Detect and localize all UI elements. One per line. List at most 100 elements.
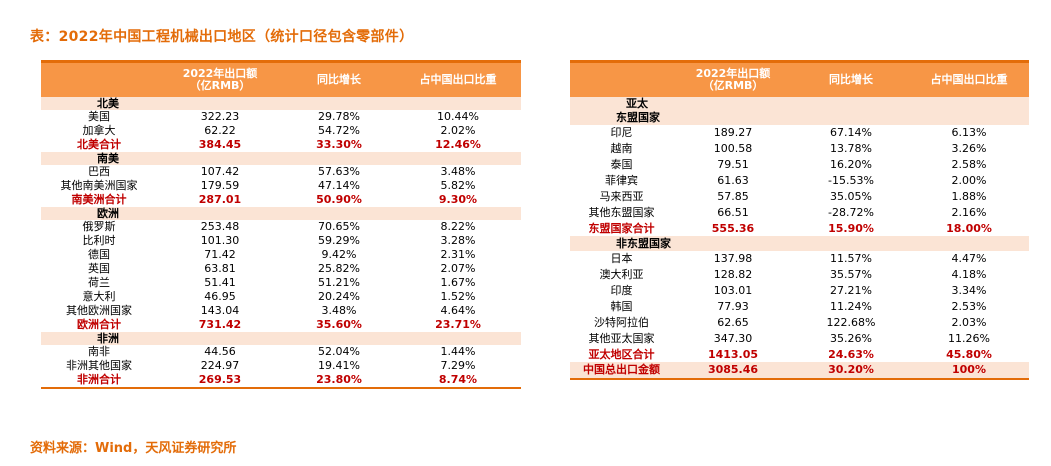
region-header-row: 非洲 [41, 332, 521, 345]
region-row-fill [673, 97, 1029, 110]
subtotal-row: 欧洲合计 731.42 35.60% 23.71% [41, 318, 521, 332]
share-cell: 2.58% [951, 158, 987, 171]
subtotal-row: 亚太地区合计 1413.05 24.63% 45.80% [570, 347, 1029, 362]
header-value-line1: 2022年出口额 [695, 67, 771, 80]
share-cell: 8.22% [440, 220, 476, 233]
header-export-value: 2022年出口额 （亿RMB） [157, 63, 283, 97]
export-value-cell: 322.23 [200, 110, 240, 123]
share-cell: 3.48% [440, 165, 476, 178]
growth-cell: 24.63% [828, 347, 874, 361]
country-name: 南非 [88, 345, 110, 358]
growth-cell: 9.42% [321, 248, 357, 261]
export-value-cell: 287.01 [198, 193, 242, 206]
growth-cell: 11.24% [830, 300, 872, 313]
table-row: 印尼 189.27 67.14% 6.13% [570, 125, 1029, 141]
country-name: 加拿大 [82, 124, 116, 137]
growth-cell: 35.05% [830, 190, 872, 203]
country-name: 泰国 [610, 158, 633, 171]
country-name: 巴西 [88, 165, 110, 178]
table-header: 2022年出口额 （亿RMB） 同比增长 占中国出口比重 [41, 63, 521, 97]
bottom-rule-cell [41, 387, 521, 389]
country-name: 比利时 [82, 234, 116, 247]
share-cell: 10.44% [437, 110, 479, 123]
share-cell: 2.02% [440, 124, 476, 137]
region-name: 东盟国家 [570, 110, 673, 125]
export-value-cell: 269.53 [198, 373, 242, 386]
share-cell: 1.67% [440, 276, 476, 289]
export-value-cell: 63.81 [204, 262, 236, 275]
header-value-line2: （亿RMB） [189, 79, 251, 92]
export-value-cell: 143.04 [200, 304, 240, 317]
growth-cell: 25.82% [318, 262, 360, 275]
country-name: 马来西亚 [599, 190, 644, 203]
country-name: 印尼 [610, 126, 633, 139]
country-name: 非洲合计 [77, 373, 121, 386]
region-name: 南美 [41, 152, 157, 165]
country-name: 北美合计 [77, 138, 121, 151]
region-header-row: 亚太 [570, 97, 1029, 110]
export-value-cell: 62.65 [717, 316, 749, 329]
growth-cell: 54.72% [318, 124, 360, 137]
table-row: 比利时 101.30 59.29% 3.28% [41, 234, 521, 248]
growth-cell: 35.26% [830, 332, 872, 345]
share-cell: 7.29% [440, 359, 476, 372]
table-header: 2022年出口额 （亿RMB） 同比增长 占中国出口比重 [570, 63, 1029, 97]
growth-cell: 35.60% [316, 318, 362, 331]
export-value-cell: 384.45 [198, 138, 242, 151]
country-name: 南美洲合计 [71, 193, 127, 206]
table-row: 菲律宾 61.63 -15.53% 2.00% [570, 173, 1029, 189]
growth-cell: 29.78% [318, 110, 360, 123]
growth-cell: 16.20% [830, 158, 872, 171]
export-value-cell: 3085.46 [673, 362, 793, 378]
region-name: 非东盟国家 [570, 236, 673, 251]
country-name: 越南 [610, 142, 633, 155]
share-cell: 12.46% [435, 138, 481, 151]
page-title: 表：2022年中国工程机械出口地区（统计口径包含零部件） [30, 29, 414, 45]
share-cell: 3.26% [951, 142, 987, 155]
region-name: 欧洲 [41, 207, 157, 220]
growth-cell: 51.21% [318, 276, 360, 289]
subtotal-row: 非洲合计 269.53 23.80% 8.74% [41, 373, 521, 387]
table-row: 德国 71.42 9.42% 2.31% [41, 248, 521, 262]
growth-cell: 33.30% [316, 138, 362, 151]
table-row: 日本 137.98 11.57% 4.47% [570, 251, 1029, 267]
header-growth: 同比增长 [283, 63, 395, 97]
country-name: 澳大利亚 [599, 268, 644, 281]
table-row: 美国 322.23 29.78% 10.44% [41, 110, 521, 124]
share-cell: 2.07% [440, 262, 476, 275]
country-name: 欧洲合计 [77, 318, 121, 331]
country-name: 其他南美洲国家 [60, 179, 138, 192]
table-row: 其他欧洲国家 143.04 3.48% 4.64% [41, 304, 521, 318]
export-value-cell: 77.93 [717, 300, 749, 313]
table-row: 泰国 79.51 16.20% 2.58% [570, 157, 1029, 173]
share-cell: 2.03% [951, 316, 987, 329]
country-name: 中国总出口金额 [570, 362, 673, 378]
grand-total-row: 中国总出口金额 3085.46 30.20% 100% [570, 362, 1029, 378]
country-name: 东盟国家合计 [588, 221, 655, 235]
region-name: 北美 [41, 97, 157, 110]
region-header-row: 南美 [41, 152, 521, 165]
share-cell: 100% [909, 362, 1029, 378]
growth-cell: 23.80% [316, 373, 362, 386]
table-row: 俄罗斯 253.48 70.65% 8.22% [41, 220, 521, 234]
subregion-header-row: 东盟国家 [570, 110, 1029, 125]
share-cell: 4.18% [951, 268, 987, 281]
region-row-fill [157, 97, 521, 110]
region-header-row: 北美 [41, 97, 521, 110]
region-name: 非洲 [41, 332, 157, 345]
share-cell: 2.31% [440, 248, 476, 261]
export-value-cell: 1413.05 [707, 347, 759, 361]
export-value-cell: 79.51 [717, 158, 749, 171]
table-row: 巴西 107.42 57.63% 3.48% [41, 165, 521, 179]
header-value-line1: 2022年出口额 [182, 67, 258, 80]
export-value-cell: 46.95 [204, 290, 236, 303]
share-cell: 11.26% [948, 332, 990, 345]
growth-cell: 35.57% [830, 268, 872, 281]
country-name: 菲律宾 [605, 174, 638, 187]
export-value-cell: 731.42 [198, 318, 242, 331]
country-name: 亚太地区合计 [588, 347, 655, 361]
country-name: 俄罗斯 [82, 220, 116, 233]
export-value-cell: 101.30 [200, 234, 240, 247]
growth-cell: 27.21% [830, 284, 872, 297]
growth-cell: -28.72% [828, 206, 874, 219]
